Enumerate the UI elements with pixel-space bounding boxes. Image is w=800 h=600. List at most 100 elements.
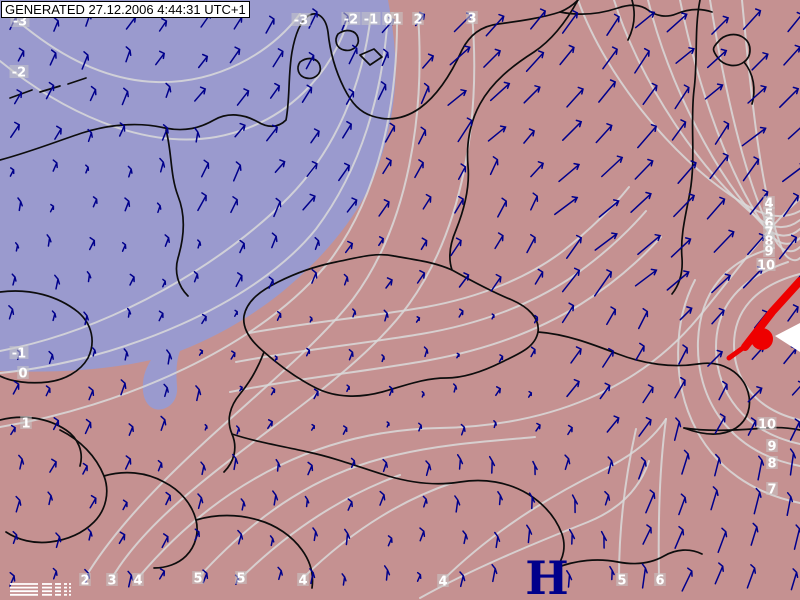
contour-label-bg xyxy=(297,573,309,586)
contour-label: 7 xyxy=(767,483,776,498)
wind-arrow xyxy=(381,48,389,67)
wind-arrow xyxy=(460,423,466,436)
map-border xyxy=(223,351,265,473)
wind-arrow xyxy=(485,13,505,37)
wind-arrow xyxy=(741,126,767,147)
wind-arrow xyxy=(52,567,58,580)
wind-arrow xyxy=(416,571,422,582)
wind-arrow xyxy=(606,415,620,433)
contour-label: 9 xyxy=(767,440,776,455)
wind-arrow xyxy=(197,493,204,510)
map-border xyxy=(39,85,61,93)
wind-arrow xyxy=(161,124,169,141)
wind-arrow xyxy=(123,348,129,361)
wind-arrow xyxy=(747,386,763,403)
map-border xyxy=(359,48,383,66)
contour-label-bg xyxy=(382,12,394,25)
wind-arrow xyxy=(789,448,797,476)
map-border xyxy=(449,0,579,271)
wind-arrow xyxy=(272,48,284,68)
wind-arrow xyxy=(11,273,17,286)
wind-arrow xyxy=(566,234,583,259)
wind-arrow xyxy=(269,82,281,99)
contour-label: 3 xyxy=(467,12,476,27)
wind-arrow xyxy=(379,490,386,506)
wind-arrow xyxy=(302,193,316,211)
isotherm-line xyxy=(84,13,421,579)
contour-label: 1 xyxy=(392,13,401,28)
wind-arrow xyxy=(604,490,611,506)
isotherm-line xyxy=(0,13,389,374)
contour-label-bg xyxy=(466,11,478,24)
contour-label: 5 xyxy=(236,572,245,587)
wind-arrow xyxy=(562,119,583,141)
wind-arrow xyxy=(673,417,682,441)
wind-arrow xyxy=(165,82,172,98)
wind-arrow xyxy=(674,376,686,399)
contour-label-bg xyxy=(192,571,204,584)
wind-arrow xyxy=(240,498,246,511)
wind-arrow xyxy=(301,84,313,103)
wind-arrow xyxy=(121,241,127,252)
wind-arrow xyxy=(671,119,687,141)
wind-arrow xyxy=(346,197,358,213)
contour-label-bg xyxy=(654,573,666,586)
contour-label-bg xyxy=(766,482,778,495)
wind-arrow xyxy=(239,385,243,392)
contour-label: 6 xyxy=(655,574,664,589)
wind-arrow xyxy=(561,302,575,324)
wind-arrow xyxy=(388,385,394,396)
wind-arrow xyxy=(526,524,533,544)
wind-arrow xyxy=(268,276,274,289)
wind-arrow xyxy=(711,307,725,325)
wind-arrow xyxy=(48,350,54,365)
isotherm-line xyxy=(657,418,667,579)
map-border xyxy=(195,514,314,589)
contour-label-bg xyxy=(9,346,29,359)
wind-arrow xyxy=(18,454,25,470)
contour-label-bg xyxy=(756,258,776,271)
wind-arrow xyxy=(566,378,580,398)
isotherm-line xyxy=(235,210,647,363)
map-border xyxy=(0,290,93,384)
wind-arrow xyxy=(779,86,800,108)
contour-label: -3 xyxy=(294,14,308,29)
wind-arrow xyxy=(570,346,582,364)
contour-label-bg xyxy=(763,196,775,209)
wind-arrow xyxy=(9,167,15,177)
wind-arrow xyxy=(422,495,428,508)
wind-arrow xyxy=(237,529,244,545)
wind-arrow xyxy=(456,352,460,359)
wind-arrow xyxy=(309,568,316,585)
wind-arrow xyxy=(674,84,690,110)
wind-arrow xyxy=(202,569,209,584)
wind-arrow xyxy=(706,48,728,69)
wind-arrow xyxy=(274,355,278,362)
wind-arrow xyxy=(530,8,547,30)
wind-arrow xyxy=(194,86,207,102)
wind-arrow xyxy=(670,237,692,258)
wind-arrow xyxy=(490,273,502,292)
wind-arrow xyxy=(54,274,61,290)
wind-arrow xyxy=(87,128,93,143)
wind-arrow xyxy=(747,85,767,104)
wind-arrow xyxy=(195,385,202,402)
contour-label: 5 xyxy=(617,574,626,589)
wind-arrow xyxy=(125,46,132,63)
wind-arrow xyxy=(311,268,318,284)
wind-arrow xyxy=(564,454,571,471)
wind-arrow xyxy=(567,424,573,436)
wind-arrow xyxy=(194,127,201,143)
wind-arrow xyxy=(717,527,728,554)
wind-arrow xyxy=(384,122,396,143)
wind-arrow xyxy=(274,159,286,174)
wind-arrow xyxy=(124,455,132,470)
wind-arrow xyxy=(271,232,278,249)
map-border xyxy=(5,429,108,544)
wind-arrow xyxy=(673,193,696,218)
wind-arrow xyxy=(127,570,134,588)
wind-arrow xyxy=(418,422,423,432)
wind-arrow xyxy=(197,53,209,69)
wind-arrow xyxy=(419,527,426,542)
